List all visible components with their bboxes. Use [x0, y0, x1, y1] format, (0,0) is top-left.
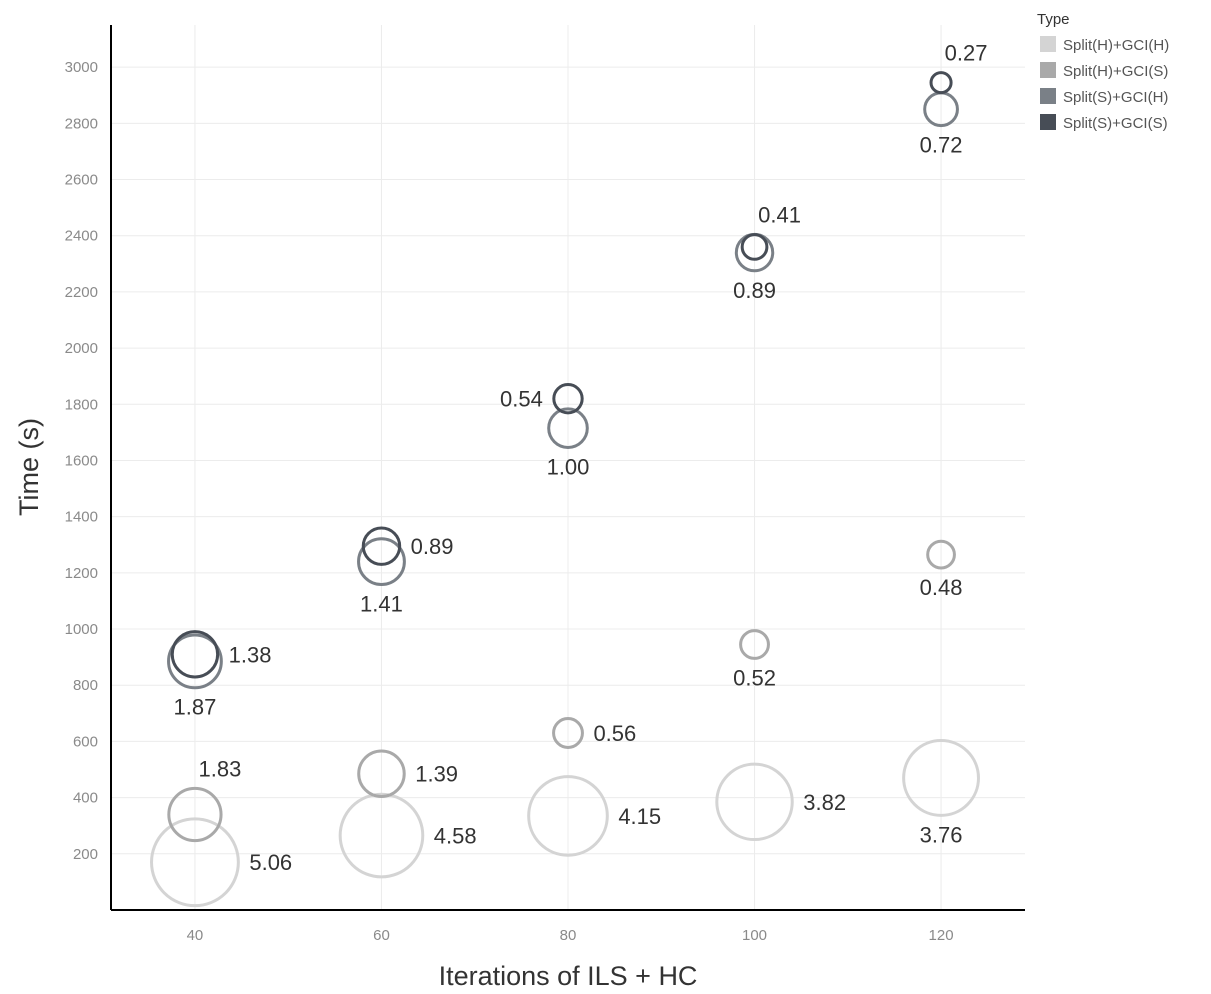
bubble-point	[167, 786, 223, 843]
bubble-point	[170, 630, 220, 679]
x-tick-label: 40	[187, 927, 204, 944]
bubble-value-label: 0.27	[945, 41, 988, 66]
bubble-point	[357, 537, 406, 587]
y-tick-label: 1600	[65, 452, 98, 469]
y-axis-title: Time (s)	[14, 418, 44, 516]
gridlines	[111, 25, 1025, 910]
bubble-point	[527, 775, 609, 857]
y-tick-label: 2000	[65, 340, 98, 357]
y-tick-label: 3000	[65, 59, 98, 76]
legend-swatch	[1040, 88, 1056, 104]
y-tick-labels: 200 400 600 800 1000 1200 1400 1600 1800 2000 2200…	[65, 59, 98, 863]
bubble-value-label: 0.56	[593, 721, 636, 746]
x-tick-label: 120	[929, 927, 954, 944]
bubble-value-label: 0.52	[733, 665, 776, 690]
legend: Type Split(H)+GCI(H) Split(H)+GCI(S) Split…	[1037, 11, 1169, 132]
y-tick-label: 600	[73, 733, 98, 750]
bubble-point	[740, 233, 769, 261]
bubble-value-label: 4.58	[434, 824, 477, 849]
x-axis-title: Iterations of ILS + HC	[439, 961, 698, 991]
bubble-value-label: 0.89	[733, 278, 776, 303]
bubble-point	[715, 762, 794, 842]
x-tick-label: 60	[373, 927, 390, 944]
bubble-value-label: 1.87	[174, 695, 217, 720]
bubble-point	[926, 539, 956, 570]
legend-entry-label: Split(H)+GCI(H)	[1063, 37, 1169, 54]
bubble-value-label: 1.83	[199, 756, 242, 781]
bubble-point	[739, 629, 770, 660]
y-tick-label: 2600	[65, 172, 98, 189]
y-tick-label: 1800	[65, 396, 98, 413]
y-tick-label: 400	[73, 790, 98, 807]
bubble-point	[357, 749, 406, 798]
bubble-point	[902, 739, 980, 817]
bubble-value-label: 0.48	[920, 575, 963, 600]
bubble-labels-layer: 5.06 4.58 4.15 3.82 3.76 1.83 1.39 0.56 0.52 0.48…	[174, 41, 988, 876]
y-tick-label: 1400	[65, 509, 98, 526]
x-tick-label: 80	[560, 927, 577, 944]
bubble-value-label: 0.72	[920, 133, 963, 158]
legend-swatch	[1040, 114, 1056, 130]
bubble-value-label: 0.54	[500, 387, 543, 412]
axes	[110, 25, 1025, 911]
y-tick-label: 2400	[65, 228, 98, 245]
bubble-value-label: 1.38	[229, 642, 272, 667]
bubble-value-label: 1.39	[415, 762, 458, 787]
bubble-point	[552, 382, 584, 415]
y-tick-label: 1000	[65, 621, 98, 638]
legend-entry-label: Split(H)+GCI(S)	[1063, 63, 1168, 80]
legend-swatch	[1040, 62, 1056, 78]
bubble-point	[150, 817, 240, 908]
x-tick-label: 100	[742, 927, 767, 944]
bubbles-layer	[150, 71, 980, 908]
bubble-value-label: 3.82	[803, 790, 846, 815]
bubble-value-label: 0.41	[758, 203, 801, 228]
bubble-value-label: 1.00	[547, 454, 590, 479]
bubble-point	[361, 526, 402, 566]
bubble-value-label: 5.06	[249, 850, 292, 875]
y-tick-label: 200	[73, 846, 98, 863]
bubble-point	[167, 633, 223, 690]
x-tick-labels: 40 60 80 100 120	[187, 927, 954, 944]
bubble-point	[338, 792, 425, 879]
bubble-value-label: 0.89	[411, 534, 454, 559]
legend-swatch	[1040, 36, 1056, 52]
y-tick-label: 800	[73, 677, 98, 694]
bubble-point	[547, 407, 589, 449]
bubble-value-label: 1.41	[360, 592, 403, 617]
y-tick-label: 1200	[65, 565, 98, 582]
legend-entry-label: Split(S)+GCI(S)	[1063, 115, 1168, 132]
y-tick-label: 2200	[65, 284, 98, 301]
legend-entry-label: Split(S)+GCI(H)	[1063, 89, 1168, 106]
bubble-value-label: 3.76	[920, 822, 963, 847]
y-tick-label: 2800	[65, 115, 98, 132]
bubble-value-label: 4.15	[618, 804, 661, 829]
bubble-point	[929, 71, 953, 95]
legend-title: Type	[1037, 11, 1070, 28]
bubble-point	[552, 717, 584, 749]
